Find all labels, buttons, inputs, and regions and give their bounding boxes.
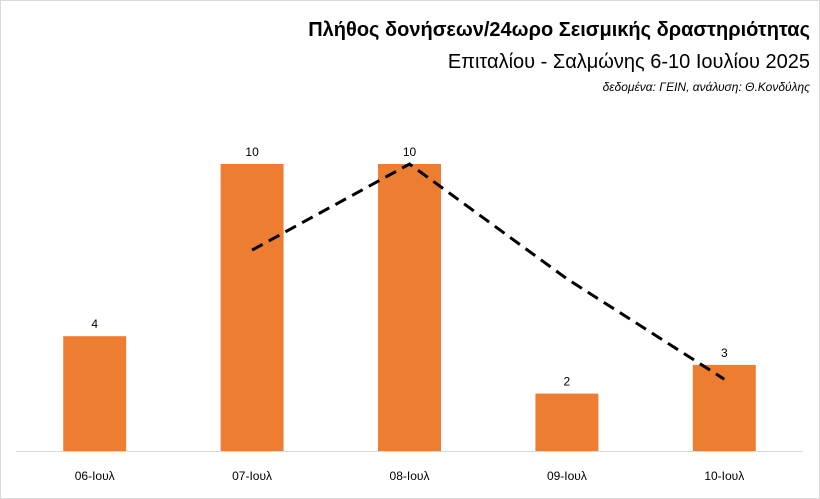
x-tick-label: 06-Ιουλ [75, 469, 115, 483]
x-tick-label: 08-Ιουλ [390, 469, 430, 483]
chart-subtitle: Επιταλίου - Σαλμώνης 6-10 Ιουλίου 2025 [448, 51, 810, 73]
bar [220, 164, 284, 451]
data-label: 10 [403, 145, 417, 159]
bar [378, 164, 441, 451]
bar [63, 336, 127, 451]
data-label: 4 [91, 317, 98, 331]
data-label: 3 [721, 346, 728, 360]
x-tick-label: 09-Ιουλ [547, 469, 587, 483]
trend-line [251, 162, 726, 381]
x-tick-label: 10-Ιουλ [704, 469, 744, 483]
data-label: 2 [564, 375, 571, 389]
chart-source: δεδομένα: ΓΕΙΝ, ανάλυση: Θ.Κονδύλης [603, 80, 811, 94]
bar [535, 393, 599, 451]
data-label: 10 [245, 145, 259, 159]
chart-title: Πλήθος δονήσεων/24ωρο Σεισμικής δραστηρι… [308, 19, 810, 41]
bar [692, 364, 756, 451]
x-tick-label: 07-Ιουλ [232, 469, 272, 483]
